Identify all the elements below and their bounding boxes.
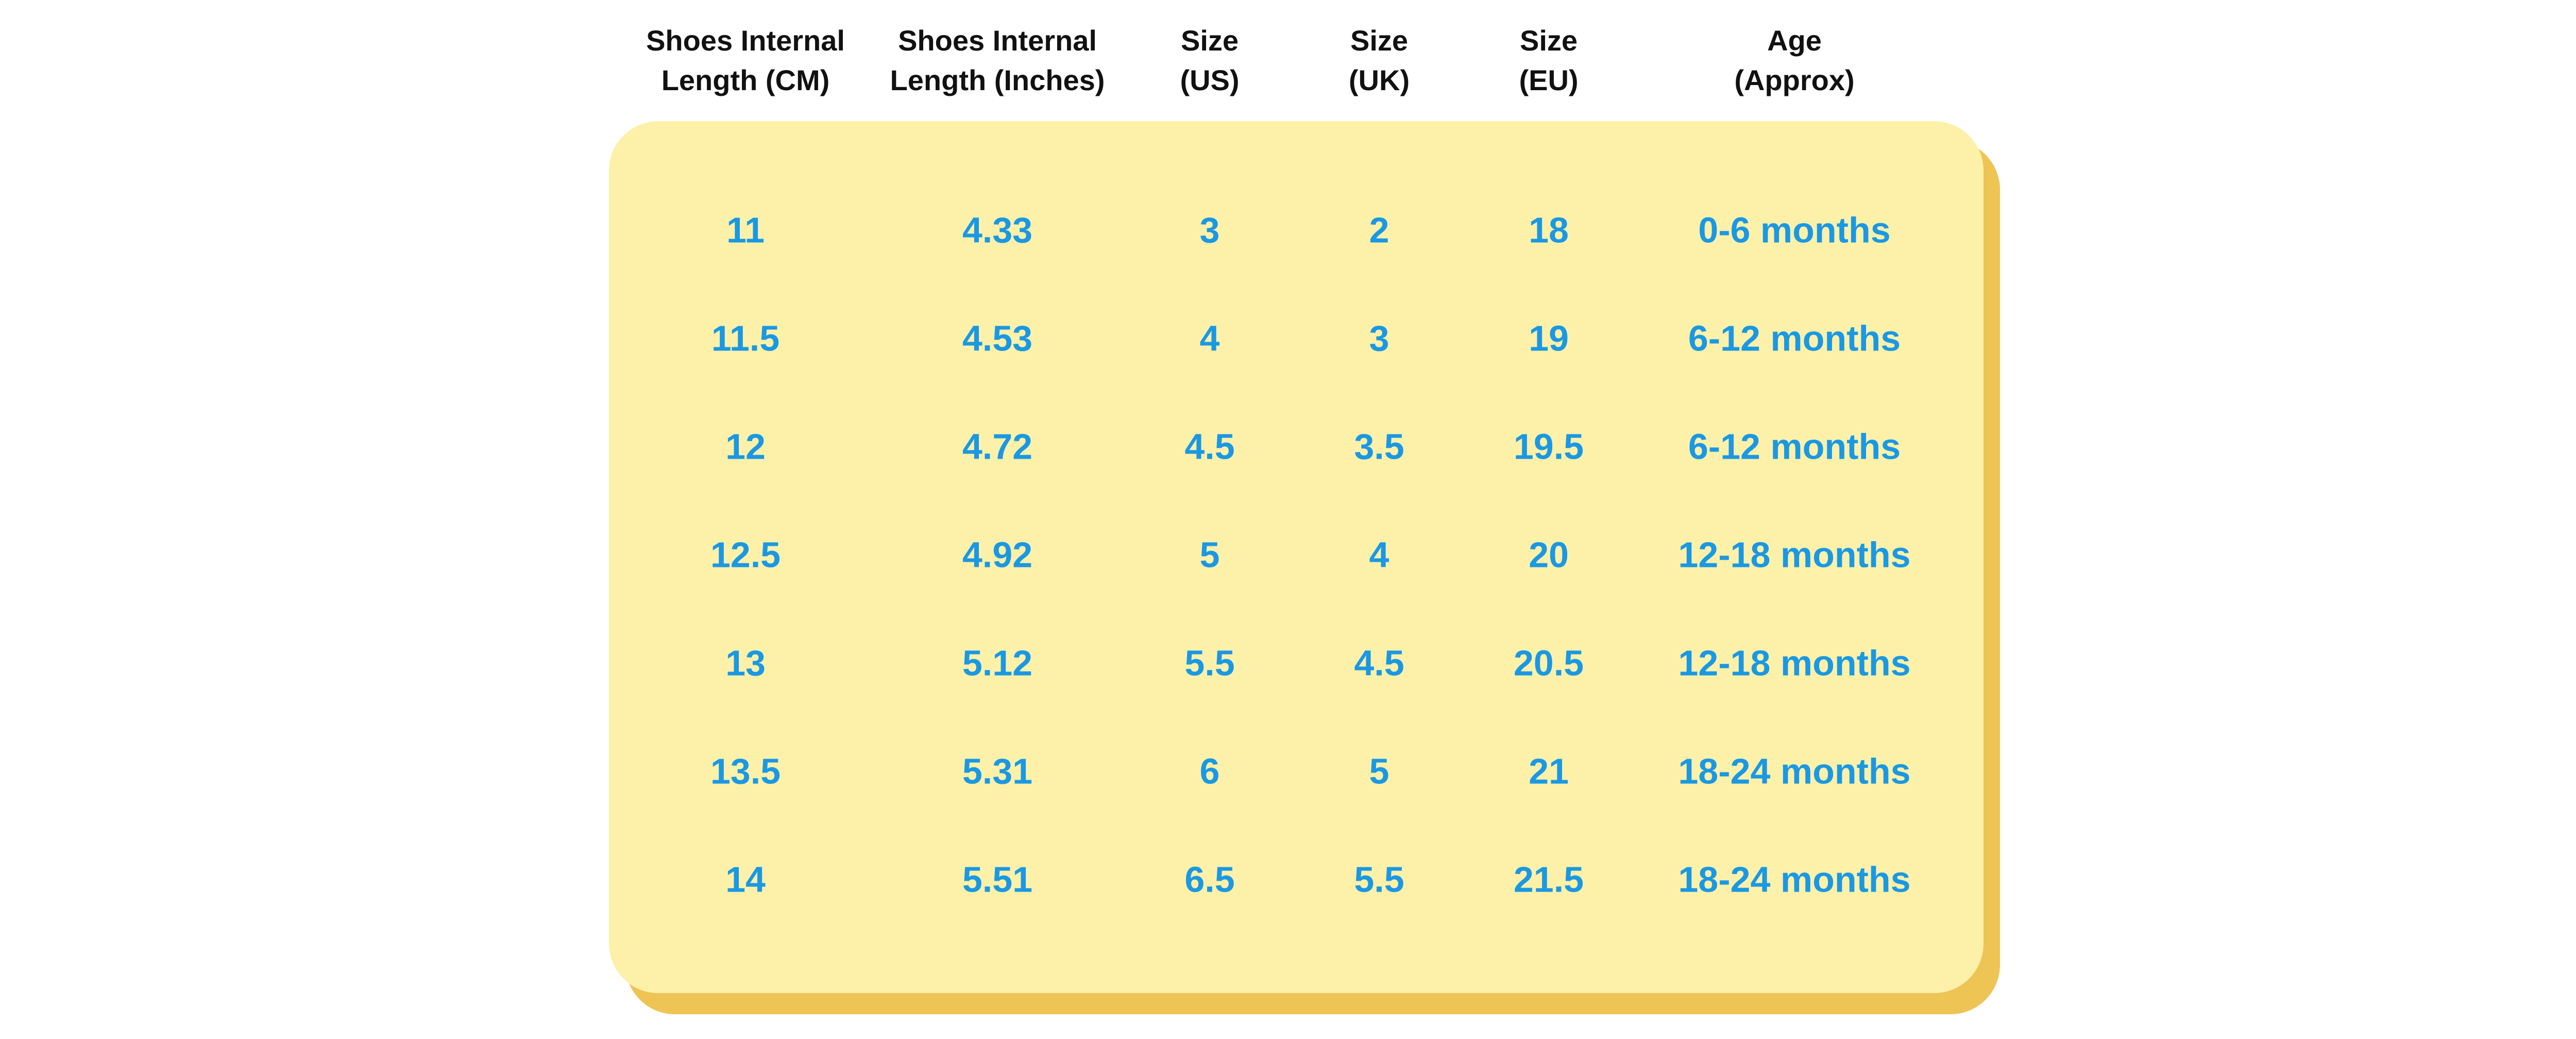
cell: 5 <box>1200 534 1220 575</box>
column-header: Size <box>1520 24 1578 57</box>
cell: 14 <box>725 859 766 899</box>
cell: 4.5 <box>1354 643 1404 683</box>
column-header: (UK) <box>1349 64 1410 96</box>
cell: 5 <box>1369 751 1389 791</box>
column-header: Size <box>1181 24 1239 57</box>
cell: 12 <box>725 426 766 466</box>
cell: 20.5 <box>1514 643 1584 683</box>
cell: 3 <box>1369 318 1389 358</box>
column-header: (Approx) <box>1734 64 1854 96</box>
cell: 5.12 <box>962 643 1032 683</box>
cell: 12.5 <box>710 534 781 575</box>
cell: 6 <box>1200 751 1220 791</box>
cell: 6.5 <box>1184 859 1234 899</box>
cell: 4.72 <box>962 426 1032 466</box>
column-header: (US) <box>1180 64 1239 96</box>
column-header: Length (Inches) <box>890 64 1105 96</box>
cell: 3 <box>1200 210 1220 250</box>
column-header: Shoes Internal <box>646 24 845 57</box>
column-header: (EU) <box>1519 64 1578 96</box>
cell: 3.5 <box>1354 426 1404 466</box>
cell: 11.5 <box>711 318 779 358</box>
cell: 5.51 <box>962 859 1032 899</box>
cell: 6-12 months <box>1688 426 1901 466</box>
column-header: Length (CM) <box>662 64 830 96</box>
cell: 13.5 <box>710 751 781 791</box>
cell: 4.92 <box>962 534 1032 575</box>
cell: 18 <box>1529 210 1569 250</box>
cell: 12-18 months <box>1678 534 1910 575</box>
cell: 4.33 <box>962 210 1032 250</box>
cell: 11 <box>726 210 765 250</box>
cell: 18-24 months <box>1678 859 1910 899</box>
cell: 0-6 months <box>1698 210 1890 250</box>
cell: 4.53 <box>962 318 1032 358</box>
card <box>609 121 1984 993</box>
cell: 21.5 <box>1514 859 1584 899</box>
cell: 5.5 <box>1354 859 1404 899</box>
cell: 5.31 <box>962 751 1032 791</box>
cell: 4 <box>1369 534 1389 575</box>
cell: 4.5 <box>1184 426 1234 466</box>
cell: 18-24 months <box>1678 751 1910 791</box>
cell: 2 <box>1369 210 1389 250</box>
cell: 5.5 <box>1184 643 1234 683</box>
column-header: Size <box>1350 24 1408 57</box>
cell: 13 <box>725 643 766 683</box>
cell: 21 <box>1529 751 1569 791</box>
cell: 20 <box>1529 534 1569 575</box>
column-header: Age <box>1767 24 1822 57</box>
cell: 4 <box>1200 318 1220 358</box>
cell: 19 <box>1529 318 1569 358</box>
cell: 19.5 <box>1514 426 1584 466</box>
column-header: Shoes Internal <box>898 24 1097 57</box>
cell: 6-12 months <box>1688 318 1901 358</box>
cell: 12-18 months <box>1678 643 1910 683</box>
